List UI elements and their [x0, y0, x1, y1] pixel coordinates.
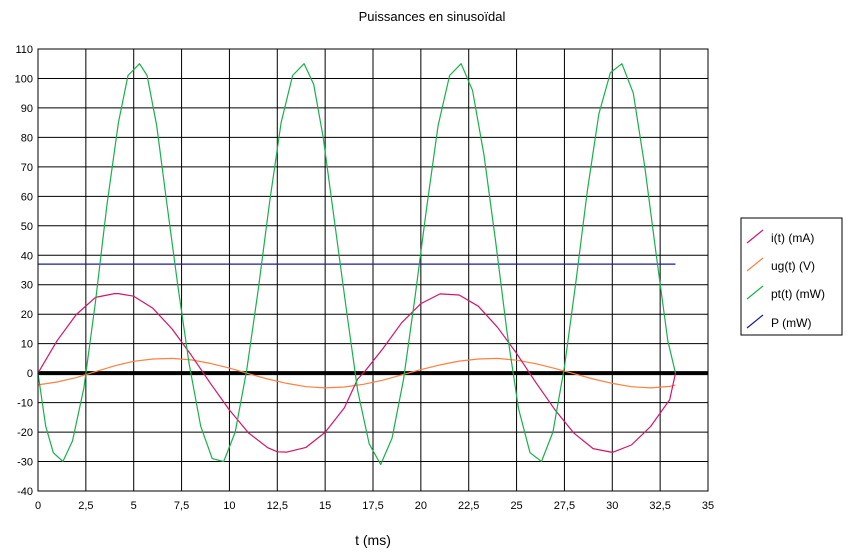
grid	[37, 48, 709, 492]
x-tick-label: 27,5	[554, 500, 575, 512]
legend-label: P (mW)	[771, 316, 811, 330]
y-tick-label: 70	[21, 162, 33, 174]
y-tick-label: -30	[17, 457, 33, 469]
y-tick-label: 100	[15, 73, 33, 85]
x-tick-label: 17,5	[362, 500, 383, 512]
chart-title: Puissances en sinusoïdal	[359, 9, 506, 24]
series-line-0	[37, 293, 677, 453]
x-tick-label: 20	[415, 500, 427, 512]
legend-label: ug(t) (V)	[771, 259, 815, 273]
plot-frame	[37, 48, 709, 492]
x-axis-title: t (ms)	[355, 532, 391, 548]
y-tick-label: 80	[21, 132, 33, 144]
y-tick-label: 20	[21, 309, 33, 321]
x-tick-label: 25	[510, 500, 522, 512]
y-tick-label: 90	[21, 103, 33, 115]
x-tick-label: 2,5	[78, 500, 93, 512]
x-tick-label: 32,5	[649, 500, 670, 512]
x-tick-label: 10	[223, 500, 235, 512]
legend-box	[740, 217, 843, 336]
legend-swatch	[746, 314, 764, 329]
legend-swatch	[746, 285, 764, 300]
x-tick-label: 35	[702, 500, 714, 512]
y-tick-label: 0	[27, 368, 33, 380]
y-tick-label: 30	[21, 280, 33, 292]
y-tick-label: 50	[21, 221, 33, 233]
y-tick-label: -40	[17, 486, 33, 498]
plot-area	[37, 63, 677, 466]
x-tick-label: 12,5	[267, 500, 288, 512]
legend-swatch	[746, 229, 764, 244]
legend-swatch	[746, 257, 764, 272]
x-tick-label: 15	[319, 500, 331, 512]
x-tick-label: 22,5	[458, 500, 479, 512]
x-tick-label: 30	[606, 500, 618, 512]
y-tick-label: 40	[21, 250, 33, 262]
y-tick-label: 110	[15, 44, 33, 56]
x-tick-label: 0	[35, 500, 41, 512]
y-tick-label: 10	[21, 339, 33, 351]
tick-labels: 0 2,5 5 7,5 10 12,5 15 17,5 20 22,5 25 27,5 30 32,5 35…	[15, 44, 714, 512]
series-line-1	[37, 357, 676, 389]
y-tick-label: -20	[17, 427, 33, 439]
legend: i(t) (mA) ug(t) (V) pt(t) (mW) P (mW)	[740, 217, 843, 336]
series-line-2	[37, 63, 677, 466]
y-tick-label: -10	[17, 398, 33, 410]
x-tick-label: 7,5	[174, 500, 189, 512]
legend-label: pt(t) (mW)	[771, 287, 825, 301]
legend-label: i(t) (mA)	[771, 231, 814, 245]
y-tick-label: 60	[21, 191, 33, 203]
x-tick-label: 5	[131, 500, 137, 512]
